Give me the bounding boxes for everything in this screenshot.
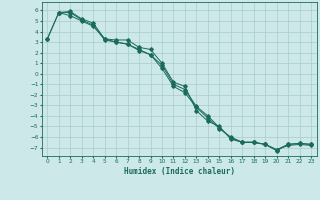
X-axis label: Humidex (Indice chaleur): Humidex (Indice chaleur) (124, 167, 235, 176)
